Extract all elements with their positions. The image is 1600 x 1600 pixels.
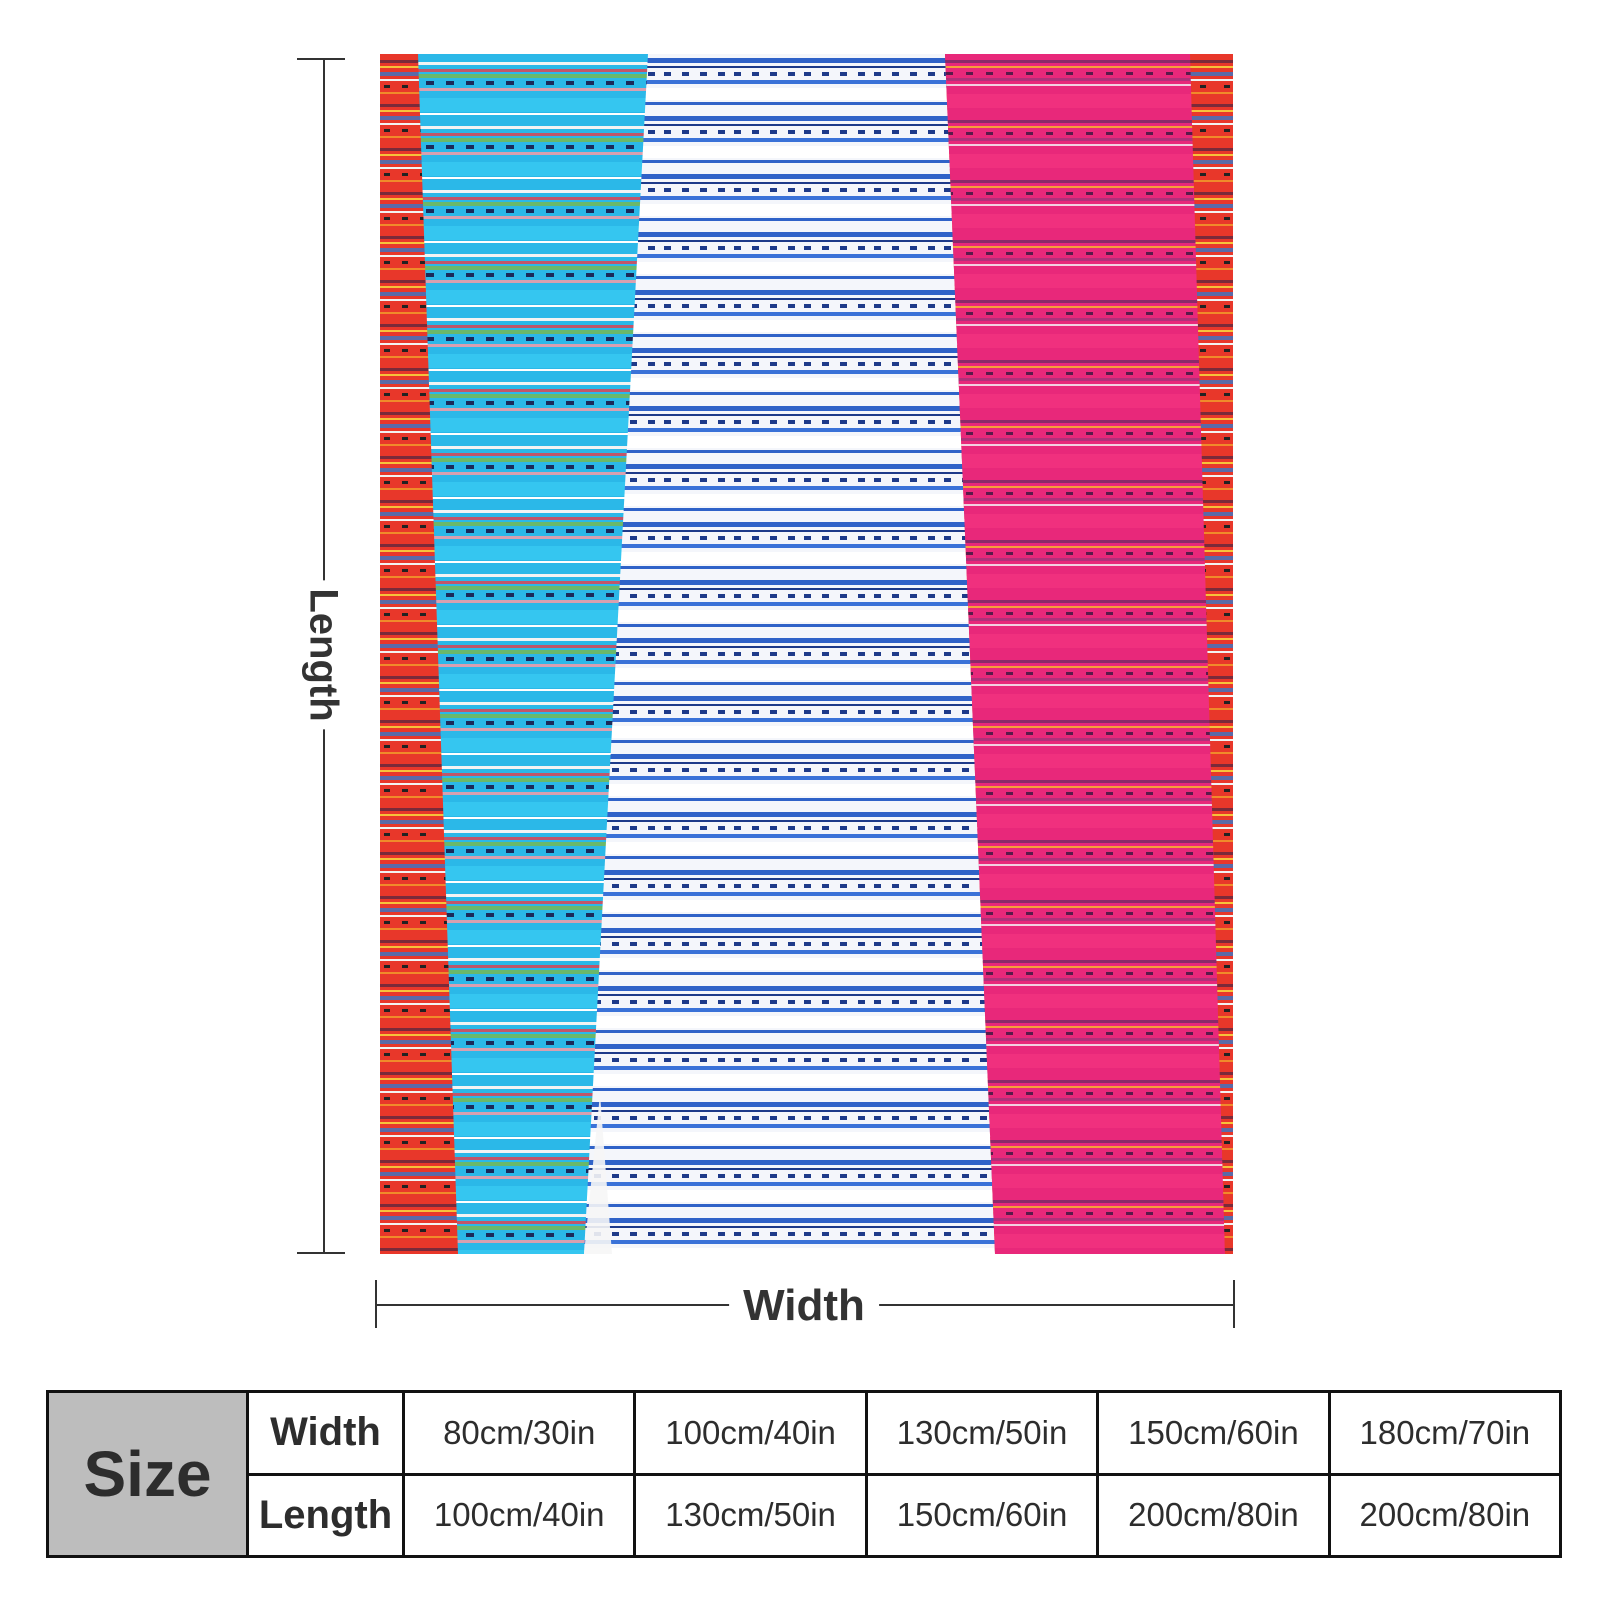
size-cell: 180cm/70in <box>1327 1393 1559 1473</box>
size-cell: 130cm/50in <box>864 1393 1096 1473</box>
size-cell: 200cm/80in <box>1327 1475 1559 1555</box>
size-row-length: Length 100cm/40in 130cm/50in 150cm/60in … <box>249 1472 1559 1555</box>
size-row-width: Width 80cm/30in 100cm/40in 130cm/50in 15… <box>249 1393 1559 1473</box>
row-label: Length <box>249 1475 405 1555</box>
size-table-header: Size <box>49 1393 249 1555</box>
striped-fabric-artwork <box>380 54 1233 1254</box>
length-top-cap <box>297 58 345 60</box>
size-table: Size Width 80cm/30in 100cm/40in 130cm/50… <box>46 1390 1562 1558</box>
size-cell: 130cm/50in <box>633 1475 864 1555</box>
size-cell: 150cm/60in <box>864 1475 1096 1555</box>
size-table-body: Width 80cm/30in 100cm/40in 130cm/50in 15… <box>249 1393 1559 1555</box>
length-bottom-cap <box>297 1252 345 1254</box>
length-label: Length <box>300 580 346 730</box>
row-label: Width <box>249 1393 405 1473</box>
size-cell: 150cm/60in <box>1096 1393 1327 1473</box>
blanket-image <box>380 54 1233 1254</box>
size-cell: 100cm/40in <box>433 1496 605 1534</box>
width-right-cap <box>1233 1280 1235 1328</box>
width-label: Width <box>729 1281 879 1331</box>
size-cell: 200cm/80in <box>1096 1475 1327 1555</box>
size-cell: 100cm/40in <box>633 1393 864 1473</box>
size-cell: 80cm/30in <box>443 1413 596 1451</box>
